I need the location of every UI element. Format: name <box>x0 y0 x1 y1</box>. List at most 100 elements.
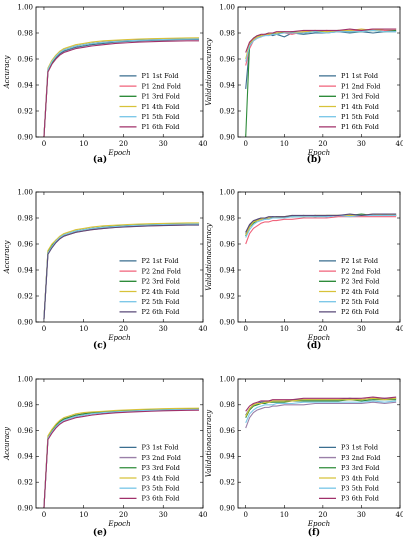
legend-label: P1 3rd Fold <box>341 93 379 101</box>
series-line <box>245 401 397 429</box>
legend-label: P1 3rd Fold <box>142 93 180 101</box>
y-tick-label: 1.00 <box>219 375 235 383</box>
x-tick-label: 40 <box>396 511 403 519</box>
y-tick-label: 1.00 <box>17 188 33 196</box>
panel-caption: (e) <box>93 527 107 538</box>
legend-label: P1 4th Fold <box>341 103 379 111</box>
series-line <box>43 409 200 508</box>
series-line <box>43 37 200 137</box>
y-tick-label: 0.94 <box>17 266 33 274</box>
series-line <box>43 40 200 137</box>
legend-label: P2 5th Fold <box>341 298 379 306</box>
legend-label: P1 5th Fold <box>142 113 180 121</box>
x-tick-label: 30 <box>357 511 366 519</box>
legend-label: P3 3rd Fold <box>142 464 180 472</box>
series-line <box>43 408 200 508</box>
legend-label: P1 2nd Fold <box>142 82 181 90</box>
panel-caption: (c) <box>93 340 107 351</box>
legend-label: P3 2nd Fold <box>142 454 181 462</box>
y-tick-label: 0.92 <box>17 292 33 300</box>
legend-label: P3 4th Fold <box>341 474 379 482</box>
panel-c: 0.90 0.92 0.94 0.96 0.98 1.00 0 10 20 30 40 P2 1st … <box>3 188 207 351</box>
x-tick-label: 40 <box>199 511 208 519</box>
y-axis-label: Validationaccuracy <box>205 37 213 105</box>
x-axis-label: Epoch <box>107 149 130 157</box>
y-tick-label: 0.98 <box>219 214 235 222</box>
x-tick-label: 30 <box>159 140 168 148</box>
x-axis-label: Epoch <box>307 520 330 528</box>
y-tick-label: 0.92 <box>17 107 33 115</box>
x-tick-label: 30 <box>159 325 168 333</box>
x-tick-label: 20 <box>119 140 128 148</box>
legend-label: P3 2nd Fold <box>341 454 380 462</box>
x-tick-label: 10 <box>280 511 289 519</box>
legend-label: P2 1st Fold <box>142 257 179 265</box>
series-line <box>245 216 397 245</box>
legend-label: P3 4th Fold <box>142 474 180 482</box>
y-axis-label: Validationaccuracy <box>205 409 213 477</box>
legend-label: P2 1st Fold <box>341 257 378 265</box>
plot-frame <box>237 6 401 138</box>
x-tick-label: 0 <box>243 325 247 333</box>
series-line <box>245 397 397 417</box>
y-tick-label: 0.98 <box>17 29 33 37</box>
y-tick-label: 0.92 <box>219 479 235 487</box>
series-line <box>43 407 200 508</box>
legend-label: P2 4th Fold <box>341 288 379 296</box>
plot-frame <box>35 6 204 138</box>
legend-label: P2 6th Fold <box>341 308 379 316</box>
legend-label: P2 5th Fold <box>142 298 180 306</box>
y-tick-label: 0.92 <box>219 292 235 300</box>
y-axis-label: Accuracy <box>3 426 11 461</box>
y-tick-label: 0.94 <box>219 266 235 274</box>
y-tick-label: 1.00 <box>17 375 33 383</box>
legend-label: P1 6th Fold <box>142 123 180 131</box>
x-tick-label: 20 <box>318 140 327 148</box>
y-tick-label: 1.00 <box>219 188 235 196</box>
y-tick-label: 0.90 <box>17 318 33 326</box>
plot-frame <box>35 191 204 323</box>
panel-caption: (a) <box>93 154 107 165</box>
x-axis-label: Epoch <box>107 520 130 528</box>
x-tick-label: 20 <box>318 325 327 333</box>
y-tick-label: 0.98 <box>17 214 33 222</box>
legend-label: P2 3rd Fold <box>142 278 180 286</box>
y-tick-label: 0.94 <box>17 453 33 461</box>
legend-label: P1 5th Fold <box>341 113 379 121</box>
legend-label: P3 5th Fold <box>142 484 180 492</box>
legend-label: P2 3rd Fold <box>341 278 379 286</box>
series-line <box>245 396 397 412</box>
legend-label: P2 2nd Fold <box>341 267 380 275</box>
y-axis-label: Validationaccuracy <box>205 222 213 290</box>
x-tick-label: 30 <box>357 325 366 333</box>
y-tick-label: 0.94 <box>17 81 33 89</box>
y-tick-label: 0.98 <box>219 29 235 37</box>
series-line <box>245 28 397 60</box>
x-tick-label: 0 <box>42 325 46 333</box>
y-tick-label: 0.90 <box>219 318 235 326</box>
x-tick-label: 40 <box>396 325 403 333</box>
y-tick-label: 0.90 <box>219 504 235 512</box>
legend-label: P1 2nd Fold <box>341 82 380 90</box>
y-tick-label: 0.96 <box>219 240 235 248</box>
legend-label: P1 1st Fold <box>142 72 179 80</box>
x-tick-label: 0 <box>42 511 46 519</box>
series-line <box>43 222 200 320</box>
x-axis-label: Epoch <box>107 334 130 342</box>
x-tick-label: 0 <box>42 140 46 148</box>
legend-label: P3 3rd Fold <box>341 464 379 472</box>
series-line <box>245 31 397 89</box>
x-tick-label: 40 <box>199 325 208 333</box>
panel-d: 0.90 0.92 0.94 0.96 0.98 1.00 0 10 20 30 40 P2 1st … <box>205 188 403 351</box>
legend-label: P1 4th Fold <box>142 103 180 111</box>
x-tick-label: 10 <box>280 325 289 333</box>
legend-label: P3 6th Fold <box>341 495 379 503</box>
series-line <box>245 213 397 233</box>
y-axis-label: Accuracy <box>3 55 11 90</box>
panel-caption: (d) <box>307 340 322 351</box>
legend-label: P2 6th Fold <box>142 308 180 316</box>
panel-e: 0.90 0.92 0.94 0.96 0.98 1.00 0 10 20 30 40 P3 1st … <box>3 375 207 538</box>
series-line <box>245 29 397 62</box>
x-tick-label: 40 <box>396 140 403 148</box>
